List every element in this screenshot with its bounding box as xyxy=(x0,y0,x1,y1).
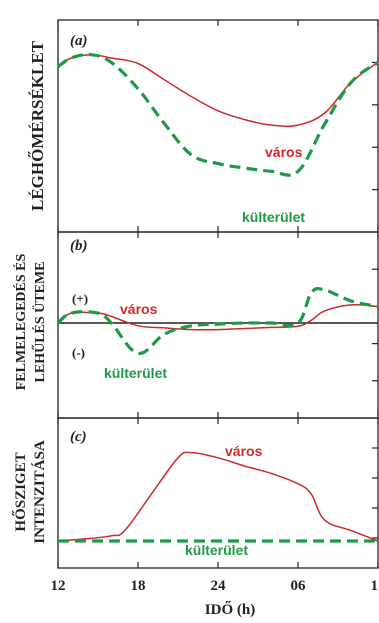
panel-a-series-label-varos: város xyxy=(265,144,303,160)
panel-b-series-varos-line xyxy=(57,303,379,331)
x-tick-label-18: 18 xyxy=(131,578,146,594)
panel-b-series-label-varos: város xyxy=(120,301,158,317)
panel-a-label: (a) xyxy=(70,33,88,49)
series-lines xyxy=(56,52,379,543)
panel-a-series-label-kulterulet: külterület xyxy=(242,209,305,225)
x-tick-label-end: 1 xyxy=(371,578,379,594)
panel-a-ylabel: LÉGHŐMÉRSÉKLET xyxy=(28,40,47,211)
minus-label: (-) xyxy=(72,345,85,360)
x-axis-label: IDŐ (h) xyxy=(205,601,255,618)
x-tick-label-06: 06 xyxy=(291,578,307,594)
x-tick-label-24: 24 xyxy=(211,578,227,594)
panel-a-series-varos-line xyxy=(57,53,379,128)
panel-b-ylabel-line1: FELMELEGEDÉS ÉS xyxy=(12,254,29,391)
panel-c-series-label-kulterulet: külterület xyxy=(185,542,248,558)
axis-ticks xyxy=(57,20,379,568)
panel-b-series-kulterulet-line xyxy=(56,286,379,355)
panel-c-ylabel-line1: HŐSZIGET xyxy=(12,452,29,531)
panel-c-label: (c) xyxy=(70,429,87,445)
plus-label: (+) xyxy=(72,291,88,306)
panel-c-ylabel-line2: INTENZITÁSA xyxy=(31,440,48,544)
panel-a-series-kulterulet-line xyxy=(57,52,379,177)
x-tick-label-12: 12 xyxy=(51,578,66,594)
panel-b-ylabel-line2: LEHŰLÉS ÜTEME xyxy=(31,262,48,383)
panel-c-series-label-varos: város xyxy=(225,443,263,459)
panel-c-series-varos-line xyxy=(57,451,379,542)
panel-a-frame xyxy=(57,19,379,233)
panel-b-label: (b) xyxy=(70,238,88,254)
panel-b-series-label-kulterulet: külterület xyxy=(104,365,167,381)
